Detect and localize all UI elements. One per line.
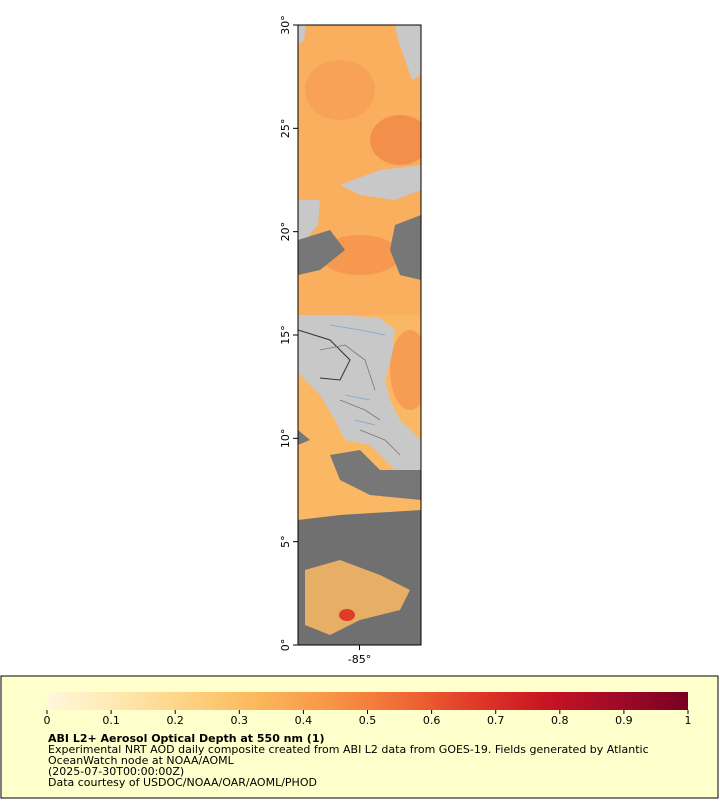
colorbar-tick-label: 1 — [685, 714, 692, 727]
legend-title: ABI L2+ Aerosol Optical Depth at 550 nm … — [48, 732, 325, 745]
colorbar-tick-label: 0.3 — [231, 714, 249, 727]
y-tick-label: 15° — [279, 325, 292, 345]
y-tick-label: 5° — [279, 535, 292, 548]
y-tick-label: 0° — [279, 639, 292, 652]
y-tick-label: 10° — [279, 429, 292, 449]
colorbar-tick-label: 0.5 — [359, 714, 377, 727]
y-tick-label: 20° — [279, 222, 292, 242]
y-tick-label: 30° — [279, 15, 292, 35]
map-axes: 0° 5° 10° 15° 20° 25° 30° -85° — [279, 15, 371, 666]
legend-line: OceanWatch node at NOAA/AOML — [48, 754, 235, 767]
colorbar-tick-label: 0.8 — [551, 714, 569, 727]
legend-line: (2025-07-30T00:00:00Z) — [48, 765, 184, 778]
colorbar — [47, 692, 688, 710]
legend-line: Data courtesy of USDOC/NOAA/OAR/AOML/PHO… — [48, 776, 317, 789]
colorbar-tick-label: 0.4 — [295, 714, 313, 727]
colorbar-tick-label: 0.1 — [102, 714, 120, 727]
colorbar-tick-label: 0 — [44, 714, 51, 727]
colorbar-tick-label: 0.2 — [166, 714, 184, 727]
x-tick-label: -85° — [348, 653, 371, 666]
colorbar-tick-label: 0.7 — [487, 714, 505, 727]
colorbar-tick-label: 0.9 — [615, 714, 633, 727]
y-tick-label: 25° — [279, 119, 292, 139]
legend: ABI L2+ Aerosol Optical Depth at 550 nm … — [44, 692, 692, 789]
map-image — [298, 25, 421, 645]
legend-line: Experimental NRT AOD daily composite cre… — [48, 743, 649, 756]
colorbar-tick-label: 0.6 — [423, 714, 441, 727]
